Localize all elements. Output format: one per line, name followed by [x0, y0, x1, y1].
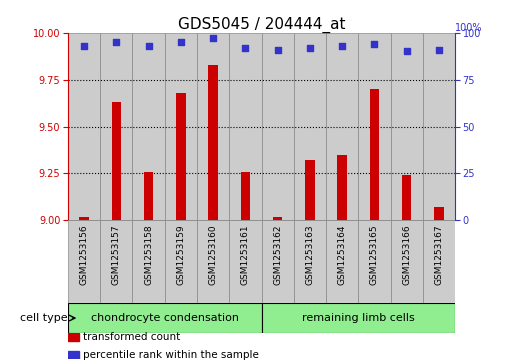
Text: GSM1253162: GSM1253162 — [273, 225, 282, 285]
Point — [305, 45, 314, 50]
Point — [403, 49, 411, 54]
Bar — [229, 220, 262, 303]
Bar — [326, 220, 358, 303]
Bar — [132, 33, 165, 220]
Bar — [68, 303, 262, 333]
Bar — [165, 220, 197, 303]
Text: GSM1253167: GSM1253167 — [435, 225, 444, 285]
Bar — [262, 303, 455, 333]
Bar — [305, 160, 315, 220]
Bar — [68, 351, 79, 359]
Point — [241, 45, 249, 50]
Bar — [391, 33, 423, 220]
Text: chondrocyte condensation: chondrocyte condensation — [91, 313, 238, 323]
Bar — [337, 155, 347, 220]
Bar — [100, 220, 132, 303]
Bar — [434, 207, 444, 220]
Point — [274, 47, 282, 53]
Bar — [370, 89, 379, 220]
Bar — [111, 102, 121, 220]
Bar — [176, 93, 186, 220]
Text: GSM1253161: GSM1253161 — [241, 225, 250, 285]
Bar — [273, 217, 282, 220]
Bar — [423, 220, 455, 303]
Text: GSM1253164: GSM1253164 — [338, 225, 347, 285]
Text: GSM1253160: GSM1253160 — [209, 225, 218, 285]
Text: GSM1253165: GSM1253165 — [370, 225, 379, 285]
Text: percentile rank within the sample: percentile rank within the sample — [84, 350, 259, 360]
Bar — [197, 33, 229, 220]
Point — [80, 43, 88, 49]
Bar — [241, 172, 250, 220]
Text: GSM1253163: GSM1253163 — [305, 225, 314, 285]
Point — [338, 43, 346, 49]
Bar — [208, 65, 218, 220]
Bar — [358, 220, 391, 303]
Bar — [144, 172, 153, 220]
Bar — [294, 33, 326, 220]
Bar — [165, 33, 197, 220]
Bar — [229, 33, 262, 220]
Bar — [294, 220, 326, 303]
Point — [144, 43, 153, 49]
Text: remaining limb cells: remaining limb cells — [302, 313, 415, 323]
Bar — [197, 220, 229, 303]
Bar — [100, 33, 132, 220]
Bar — [262, 33, 294, 220]
Text: GDS5045 / 204444_at: GDS5045 / 204444_at — [178, 16, 345, 33]
Point — [435, 47, 443, 53]
Bar — [423, 33, 455, 220]
Bar — [68, 220, 100, 303]
Bar — [358, 33, 391, 220]
Point — [209, 36, 218, 41]
Text: GSM1253156: GSM1253156 — [79, 225, 88, 285]
Point — [112, 39, 120, 45]
Bar — [326, 33, 358, 220]
Text: GSM1253159: GSM1253159 — [176, 225, 185, 285]
Bar — [262, 220, 294, 303]
Bar — [391, 220, 423, 303]
Point — [177, 39, 185, 45]
Text: cell type: cell type — [20, 313, 68, 323]
Text: GSM1253157: GSM1253157 — [112, 225, 121, 285]
Text: GSM1253158: GSM1253158 — [144, 225, 153, 285]
Text: transformed count: transformed count — [84, 332, 181, 342]
Text: 100%: 100% — [455, 23, 483, 33]
Bar — [68, 333, 79, 341]
Point — [370, 41, 379, 47]
Bar — [402, 175, 412, 220]
Bar — [132, 220, 165, 303]
Bar — [68, 33, 100, 220]
Text: GSM1253166: GSM1253166 — [402, 225, 411, 285]
Bar — [79, 217, 89, 220]
